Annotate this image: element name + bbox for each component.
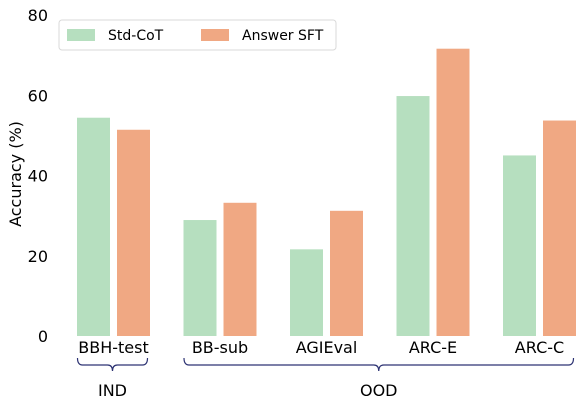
y-axis-ticks: 0 20 40 60 80	[28, 6, 48, 346]
y-tick-label-20: 20	[28, 247, 48, 266]
x-tick-label-arc-c: ARC-C	[515, 338, 564, 357]
y-tick-label-40: 40	[28, 167, 48, 186]
legend-label-std-cot: Std-CoT	[108, 28, 164, 44]
group-bracket-ood	[183, 357, 575, 372]
bar-answer-sft-arc-e	[436, 48, 470, 336]
bar-answer-sft-arc-c	[543, 120, 576, 336]
x-tick-label-agieval: AGIEval	[296, 338, 358, 357]
bar-std-cot-bbh-test	[77, 117, 110, 336]
legend-swatch-std-cot	[67, 29, 95, 41]
legend-frame	[58, 19, 337, 51]
bars	[77, 48, 576, 337]
y-axis-label: Accuracy (%)	[6, 121, 25, 227]
bar-answer-sft-agieval	[330, 210, 363, 336]
x-axis-ticks: BBH-test BB-sub AGIEval ARC-E ARC-C	[78, 338, 564, 357]
bar-answer-sft-bb-sub	[223, 202, 257, 336]
legend-swatch-answer-sft	[201, 29, 229, 41]
legend: Std-CoT Answer SFT	[58, 19, 337, 51]
legend-label-answer-sft: Answer SFT	[242, 28, 324, 44]
group-bracket-ind	[76, 357, 149, 372]
bar-answer-sft-bbh-test	[117, 129, 150, 336]
bar-std-cot-arc-c	[503, 155, 536, 336]
group-label-ood: OOD	[360, 381, 398, 400]
y-tick-label-0: 0	[38, 327, 48, 346]
x-tick-label-arc-e: ARC-E	[409, 338, 457, 357]
group-label-ind: IND	[98, 381, 127, 400]
x-tick-label-bb-sub: BB-sub	[192, 338, 248, 357]
y-tick-label-80: 80	[28, 6, 48, 25]
bar-std-cot-agieval	[290, 249, 323, 336]
bar-std-cot-arc-e	[396, 96, 430, 337]
bar-std-cot-bb-sub	[183, 220, 217, 336]
y-tick-label-60: 60	[28, 86, 48, 105]
x-tick-label-bbh-test: BBH-test	[78, 338, 148, 357]
group-brackets: IND OOD	[76, 357, 575, 400]
